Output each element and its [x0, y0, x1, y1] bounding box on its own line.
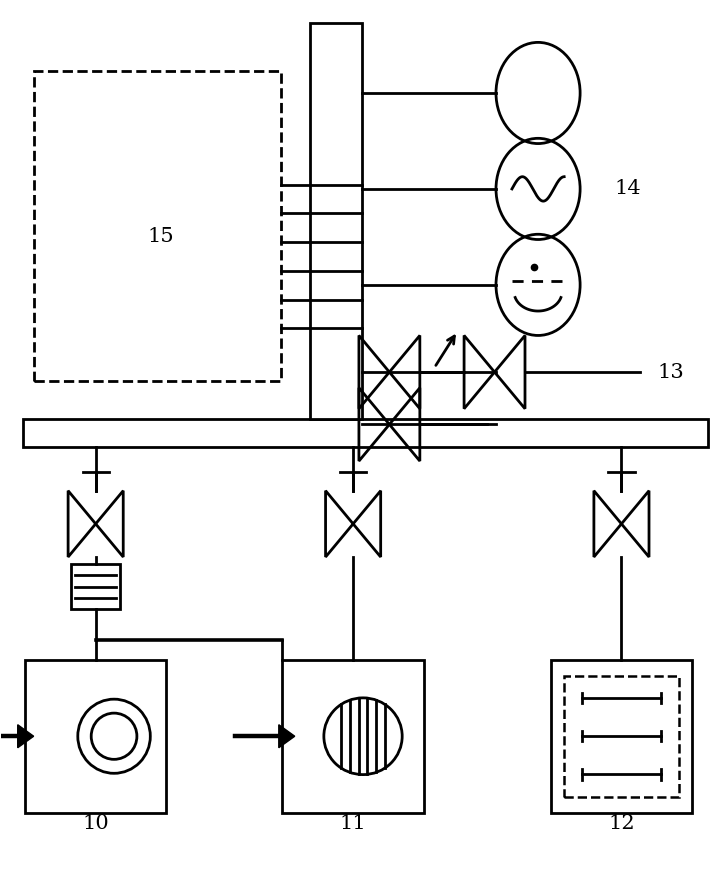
Bar — [23, 419, 708, 447]
Text: 13: 13 — [657, 362, 684, 382]
Bar — [71, 564, 120, 609]
Polygon shape — [279, 724, 295, 748]
Bar — [34, 71, 280, 381]
Text: 10: 10 — [82, 814, 109, 832]
Text: 12: 12 — [608, 814, 635, 832]
Bar — [309, 24, 362, 419]
Text: 11: 11 — [340, 814, 366, 832]
Bar — [551, 660, 692, 813]
Polygon shape — [17, 724, 33, 748]
Text: 14: 14 — [614, 179, 641, 199]
Bar — [563, 676, 679, 797]
Text: 15: 15 — [148, 228, 174, 247]
Bar — [25, 660, 167, 813]
Bar — [282, 660, 424, 813]
